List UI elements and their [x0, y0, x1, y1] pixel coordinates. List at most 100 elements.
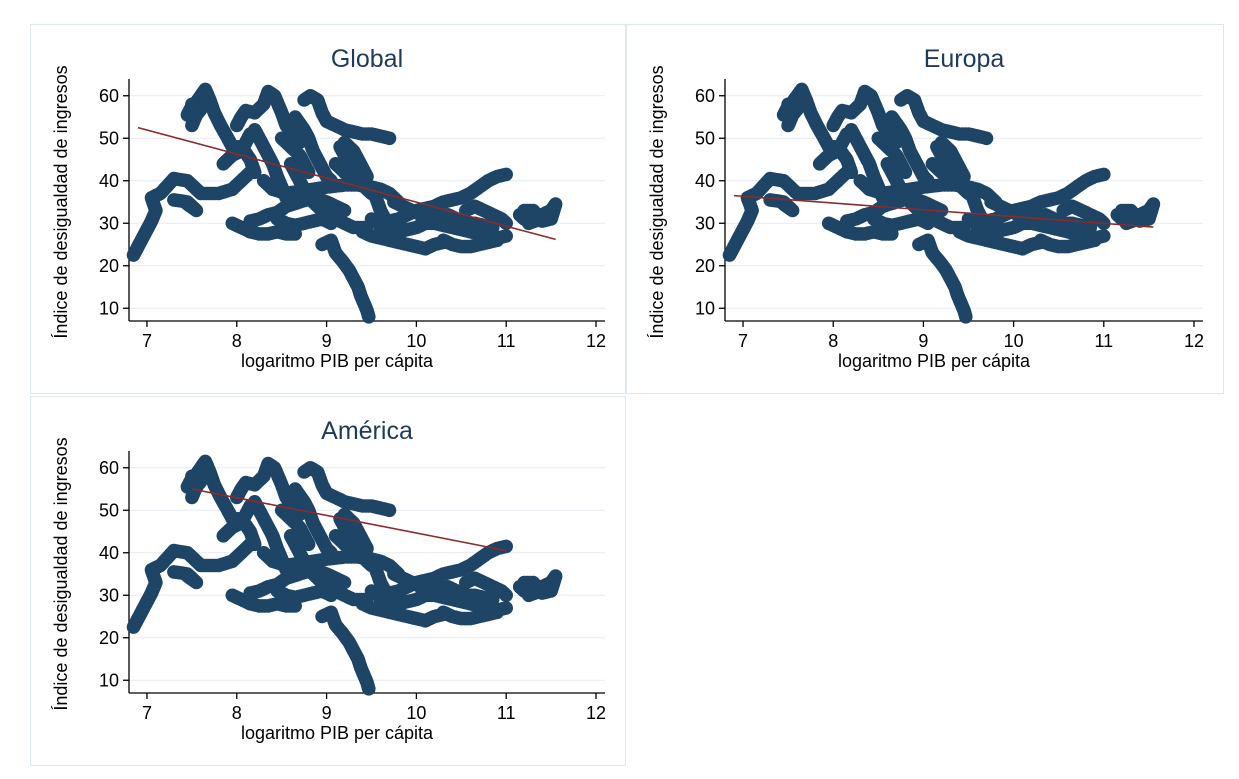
x-tick-label: 7: [738, 331, 748, 351]
scatter-point: [185, 97, 199, 112]
chart-america: América 10 20 30 40 50 60 7 8 9 10 11 12 logaritmo PI…: [51, 417, 606, 743]
x-tick-label: 10: [1004, 331, 1024, 351]
x-tick-label: 7: [142, 331, 152, 351]
scatter-point: [485, 592, 500, 607]
scatter-point: [1083, 220, 1098, 235]
x-tick-label: 8: [232, 331, 242, 351]
scatter-point: [840, 127, 854, 141]
x-tick-label: 9: [918, 331, 928, 351]
y-axis-label: Índice de desigualdad de ingresos: [51, 437, 71, 710]
y-tick-label: 20: [99, 256, 119, 276]
x-tick-label: 9: [322, 331, 332, 351]
y-axis-label: Índice de desigualdad de ingresos: [647, 65, 667, 338]
scatter-point: [243, 499, 257, 513]
scatter-point: [539, 210, 554, 224]
y-tick-label: 30: [99, 213, 119, 233]
scatter-point: [499, 167, 513, 182]
scatter-point: [979, 131, 994, 146]
scatter-point: [324, 174, 338, 188]
x-tick-label: 7: [142, 703, 152, 723]
fit-line: [137, 126, 556, 241]
y-tick-label: 50: [99, 500, 119, 520]
y-tick-label: 50: [695, 128, 715, 148]
y-tick-label: 60: [695, 86, 715, 106]
y-tick-label: 40: [99, 543, 119, 563]
scatter-point: [243, 127, 257, 141]
scatter-point: [364, 558, 379, 573]
scatter-point: [382, 131, 397, 146]
y-axis-label: Índice de desigualdad de ingresos: [51, 65, 71, 338]
x-tick-label: 12: [586, 703, 606, 723]
x-tick-label: 8: [232, 703, 242, 723]
scatter-point: [382, 503, 397, 518]
fit-line: [733, 194, 1154, 228]
scatter-point: [324, 546, 338, 560]
scatter-point: [961, 186, 976, 201]
scatter-point: [844, 165, 859, 180]
y-tick-label: 10: [99, 670, 119, 690]
x-tick-label: 11: [497, 331, 516, 351]
x-tick-label: 10: [406, 331, 426, 351]
chart-panel-global: Global 10 20 30 40 50 60 7 8 9 10 11 12 logaritmo PIB…: [30, 24, 626, 394]
chart-panel-america: América 10 20 30 40 50 60 7 8 9 10 11 12 logaritmo PI…: [30, 396, 626, 766]
scatter-point: [1088, 233, 1102, 248]
scatter-point: [898, 165, 913, 180]
x-tick-label: 10: [406, 703, 426, 723]
chart-panel-europa: Europa 10 20 30 40 50 60 7 8 9 10 11 12 logaritmo PIB…: [626, 24, 1224, 394]
x-tick-label: 11: [497, 703, 516, 723]
scatter-point: [301, 537, 316, 552]
x-axis-label: logaritmo PIB per cápita: [241, 351, 434, 371]
scatter-points: [722, 82, 1161, 324]
scatter-point: [247, 537, 262, 552]
scatter-point: [1137, 210, 1152, 224]
scatter-point: [362, 310, 376, 324]
scatter-point: [499, 539, 513, 554]
scatter-point: [337, 575, 352, 590]
chart-title: América: [321, 417, 413, 445]
x-tick-label: 11: [1094, 331, 1113, 351]
scatter-point: [360, 541, 374, 556]
chart-europa: Europa 10 20 30 40 50 60 7 8 9 10 11 12 logaritmo PIB…: [647, 45, 1204, 371]
x-tick-label: 12: [586, 331, 606, 351]
scatter-point: [959, 310, 973, 324]
scatter-points: [126, 82, 563, 324]
scatter-point: [499, 588, 513, 603]
scatter-point: [1097, 167, 1111, 182]
y-tick-label: 30: [99, 585, 119, 605]
chart-global: Global 10 20 30 40 50 60 7 8 9 10 11 12 logaritmo PIB…: [51, 45, 606, 371]
scatter-point: [921, 174, 935, 188]
fit-line: [191, 488, 507, 552]
x-tick-label: 8: [828, 331, 838, 351]
scatter-point: [360, 169, 374, 184]
scatter-point: [957, 169, 971, 184]
scatter-point: [324, 588, 338, 603]
scatter-point: [490, 233, 505, 248]
scatter-point: [776, 197, 791, 211]
y-tick-label: 50: [99, 128, 119, 148]
y-tick-label: 20: [695, 256, 715, 276]
x-tick-label: 12: [1184, 331, 1204, 351]
scatter-point: [180, 197, 195, 211]
scatter-point: [781, 97, 795, 112]
scatter-point: [247, 165, 262, 180]
x-axis-label: logaritmo PIB per cápita: [241, 723, 434, 743]
scatter-point: [539, 582, 554, 596]
y-tick-label: 60: [99, 86, 119, 106]
scatter-point: [337, 203, 352, 218]
y-tick-label: 30: [695, 213, 715, 233]
scatter-point: [301, 165, 316, 180]
scatter-point: [490, 605, 505, 620]
chart-title: Global: [331, 45, 403, 73]
scatter-point: [921, 216, 935, 231]
y-tick-label: 40: [99, 171, 119, 191]
scatter-point: [180, 569, 195, 583]
y-tick-label: 10: [695, 298, 715, 318]
y-tick-label: 60: [99, 458, 119, 478]
y-tick-label: 10: [99, 298, 119, 318]
x-axis-label: logaritmo PIB per cápita: [838, 351, 1031, 371]
scatter-point: [362, 682, 376, 696]
scatter-points: [126, 454, 563, 696]
chart-title: Europa: [924, 45, 1005, 73]
scatter-point: [364, 186, 379, 201]
y-tick-label: 40: [695, 171, 715, 191]
